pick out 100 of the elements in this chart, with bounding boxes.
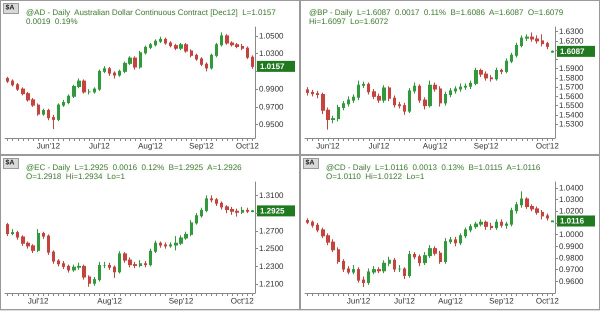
candlestick [474,67,478,86]
candlestick [510,52,513,64]
candlestick [413,252,416,260]
candlestick [88,88,91,95]
x-tick-label: Sep'12 [489,296,514,306]
candlestick [210,194,213,203]
candlestick [154,240,157,254]
candlestick [439,250,442,264]
candlestick [382,84,386,104]
chart-title: @EC - Daily L=1.2925 0.0016 0.12% B=1.2925 A=1.2926 O=1.2918 Hi=1.2934 Lo=1 [26,163,246,181]
y-tick-label: 1.3100 [259,190,284,200]
text: 1.0157 [260,62,286,71]
candlestick [393,257,396,272]
candlestick [184,42,188,54]
x-tick-label: Jul'12 [394,296,416,306]
y-tick-label: 1.6200 [559,36,584,46]
x-tick-label: Jun'12 [346,296,371,306]
y-tick-label: 1.0500 [259,31,284,40]
candlestick [342,258,345,272]
candlestick [108,66,111,76]
candlestick [215,42,218,58]
x-tick-label: Jun'12 [316,142,340,150]
candlestick [490,222,493,230]
candlestick [47,108,50,121]
candlestick [113,70,116,80]
candlestick [510,207,513,227]
candlestick [495,67,498,82]
candlestick [241,43,244,51]
y-tick-label: 0.9800 [559,253,584,262]
candlestick [316,222,319,233]
candlestick [459,232,462,246]
candlestick [311,89,314,97]
x-tick-label: Oct'12 [536,142,560,150]
candlestick [52,114,55,130]
y-tick-label: 0.9900 [259,84,284,94]
candlestick [47,234,50,256]
candlestick [98,69,101,92]
candlestick [113,264,116,278]
candlestick [246,46,249,60]
candlestick [352,94,355,104]
candlestick [454,86,457,94]
candlestick [403,102,406,116]
candlestick [331,115,335,124]
candlestick [67,264,70,274]
y-tick-label: 1.5600 [559,92,584,101]
candlestick [551,50,554,54]
candlestick [398,101,401,109]
candlestick [52,250,55,264]
candlestick [154,38,157,48]
candlestick [342,100,345,111]
candlestick [347,96,350,108]
candlestick [418,84,421,104]
text: 1.2925 [260,206,286,216]
y-tick-label: 1.5500 [559,101,584,110]
candlestick [347,266,350,275]
candlestick [16,230,19,240]
x-tick-label: Sep'12 [189,142,214,150]
x-tick-label: Sep'12 [168,296,194,306]
y-tick-label: 1.5300 [559,120,584,129]
candlestick [205,194,208,213]
y-tick-label: 1.5700 [559,82,584,92]
candlestick [16,82,19,92]
candlestick [377,266,381,274]
text: 1.0116 [560,216,585,226]
candlestick [408,88,411,114]
candlestick [210,53,213,70]
candlestick [88,274,91,288]
x-tick-label: Jul'12 [28,296,50,306]
y-tick-label: 0.9700 [259,102,284,112]
candlestick [306,86,309,96]
candlestick [190,48,193,58]
candlestick [449,88,452,98]
y-tick-label: 1.0200 [559,206,584,216]
candlestick [205,62,208,72]
x-tick-label: Aug'12 [438,296,464,306]
candlestick [215,197,218,206]
candlestick [164,37,167,46]
candlestick [316,90,319,99]
candlestick [169,242,172,248]
candlestick [42,108,45,116]
candlestick [367,82,370,96]
y-tick-label: 1.2500 [259,244,284,254]
candlestick [433,82,437,92]
candlestick [541,34,544,47]
candlestick [367,268,370,286]
candlestick [11,78,14,87]
y-tick-label: 1.6300 [559,27,584,36]
candlestick [541,210,544,220]
candlestick [241,206,244,214]
candlestick [200,207,203,218]
x-tick-label: Sep'12 [474,142,499,150]
candlestick [144,260,147,268]
candlestick [195,212,198,226]
y-tick-label: 0.9500 [259,120,284,130]
candlestick [546,41,549,50]
candlestick [82,78,86,94]
y-tick-label: 1.5800 [559,73,584,82]
y-tick-label: 1.0300 [559,195,584,204]
candlestick [57,102,60,122]
candlestick [195,53,198,62]
